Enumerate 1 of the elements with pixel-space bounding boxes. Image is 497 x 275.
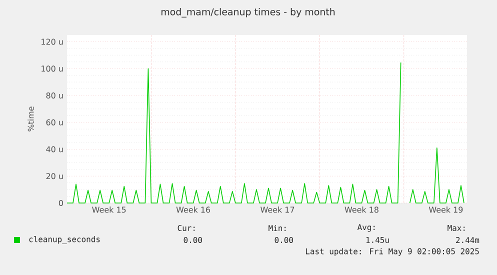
chart-title: mod_mam/cleanup times - by month [161,8,335,18]
